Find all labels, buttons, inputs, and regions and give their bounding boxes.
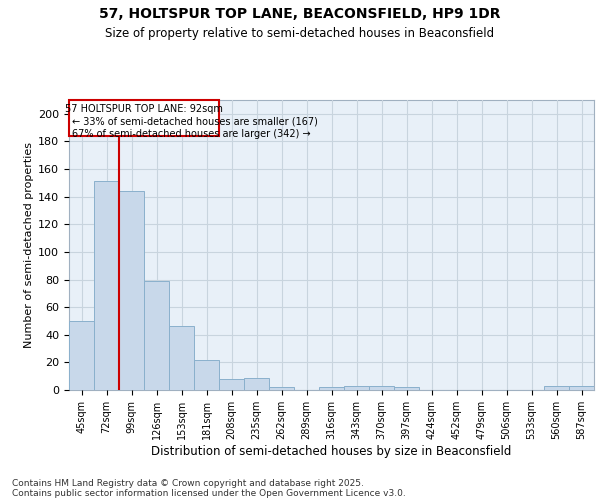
Bar — [119, 191, 144, 390]
Bar — [269, 387, 294, 390]
Y-axis label: Number of semi-detached properties: Number of semi-detached properties — [24, 142, 34, 348]
X-axis label: Distribution of semi-detached houses by size in Beaconsfield: Distribution of semi-detached houses by … — [151, 444, 512, 458]
Bar — [569, 386, 594, 390]
Bar — [169, 326, 194, 390]
Text: ← 33% of semi-detached houses are smaller (167): ← 33% of semi-detached houses are smalle… — [71, 116, 317, 126]
Bar — [344, 386, 369, 390]
Bar — [94, 182, 119, 390]
Bar — [144, 281, 169, 390]
Bar — [194, 360, 219, 390]
Text: Size of property relative to semi-detached houses in Beaconsfield: Size of property relative to semi-detach… — [106, 28, 494, 40]
Text: Contains HM Land Registry data © Crown copyright and database right 2025.: Contains HM Land Registry data © Crown c… — [12, 478, 364, 488]
Text: Contains public sector information licensed under the Open Government Licence v3: Contains public sector information licen… — [12, 488, 406, 498]
Text: 67% of semi-detached houses are larger (342) →: 67% of semi-detached houses are larger (… — [71, 129, 310, 139]
Bar — [544, 386, 569, 390]
Bar — [69, 321, 94, 390]
Bar — [369, 386, 394, 390]
Bar — [244, 378, 269, 390]
FancyBboxPatch shape — [69, 100, 219, 136]
Text: 57, HOLTSPUR TOP LANE, BEACONSFIELD, HP9 1DR: 57, HOLTSPUR TOP LANE, BEACONSFIELD, HP9… — [99, 8, 501, 22]
Bar — [394, 387, 419, 390]
Text: 57 HOLTSPUR TOP LANE: 92sqm: 57 HOLTSPUR TOP LANE: 92sqm — [65, 104, 223, 114]
Bar — [219, 379, 244, 390]
Bar — [319, 387, 344, 390]
